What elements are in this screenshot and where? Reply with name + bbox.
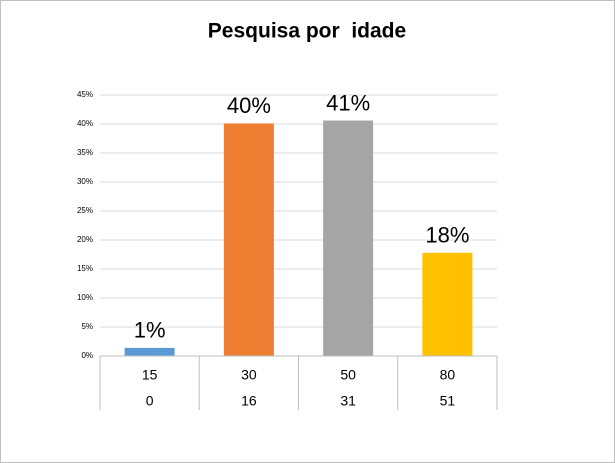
y-tick-label: 0% (81, 351, 93, 360)
bar (124, 347, 175, 356)
y-tick-label: 5% (81, 322, 93, 331)
x-tick-label-group: 0 (146, 393, 154, 409)
value-label: 41% (326, 90, 370, 115)
y-tick-label: 45% (77, 90, 93, 99)
y-tick-label: 40% (77, 119, 93, 128)
x-tick-label: 30 (241, 367, 257, 383)
y-tick-label: 25% (77, 206, 93, 215)
value-label: 40% (227, 93, 271, 118)
y-tick-label: 10% (77, 293, 93, 302)
y-tick-label: 30% (77, 177, 93, 186)
y-tick-label: 20% (77, 235, 93, 244)
chart-title: Pesquisa por idade (208, 20, 406, 43)
bar (223, 123, 274, 356)
x-tick-label-group: 31 (340, 393, 356, 409)
bar (422, 252, 473, 356)
x-tick-label-group: 51 (440, 393, 456, 409)
x-tick-label: 15 (142, 367, 158, 383)
x-tick-label: 50 (340, 367, 356, 383)
x-tick-label-group: 16 (241, 393, 257, 409)
x-tick-label: 80 (440, 367, 456, 383)
y-tick-label: 15% (77, 264, 93, 273)
value-label: 18% (425, 223, 469, 248)
y-tick-label: 35% (77, 148, 93, 157)
value-label: 1% (134, 318, 166, 343)
bar (323, 120, 374, 357)
